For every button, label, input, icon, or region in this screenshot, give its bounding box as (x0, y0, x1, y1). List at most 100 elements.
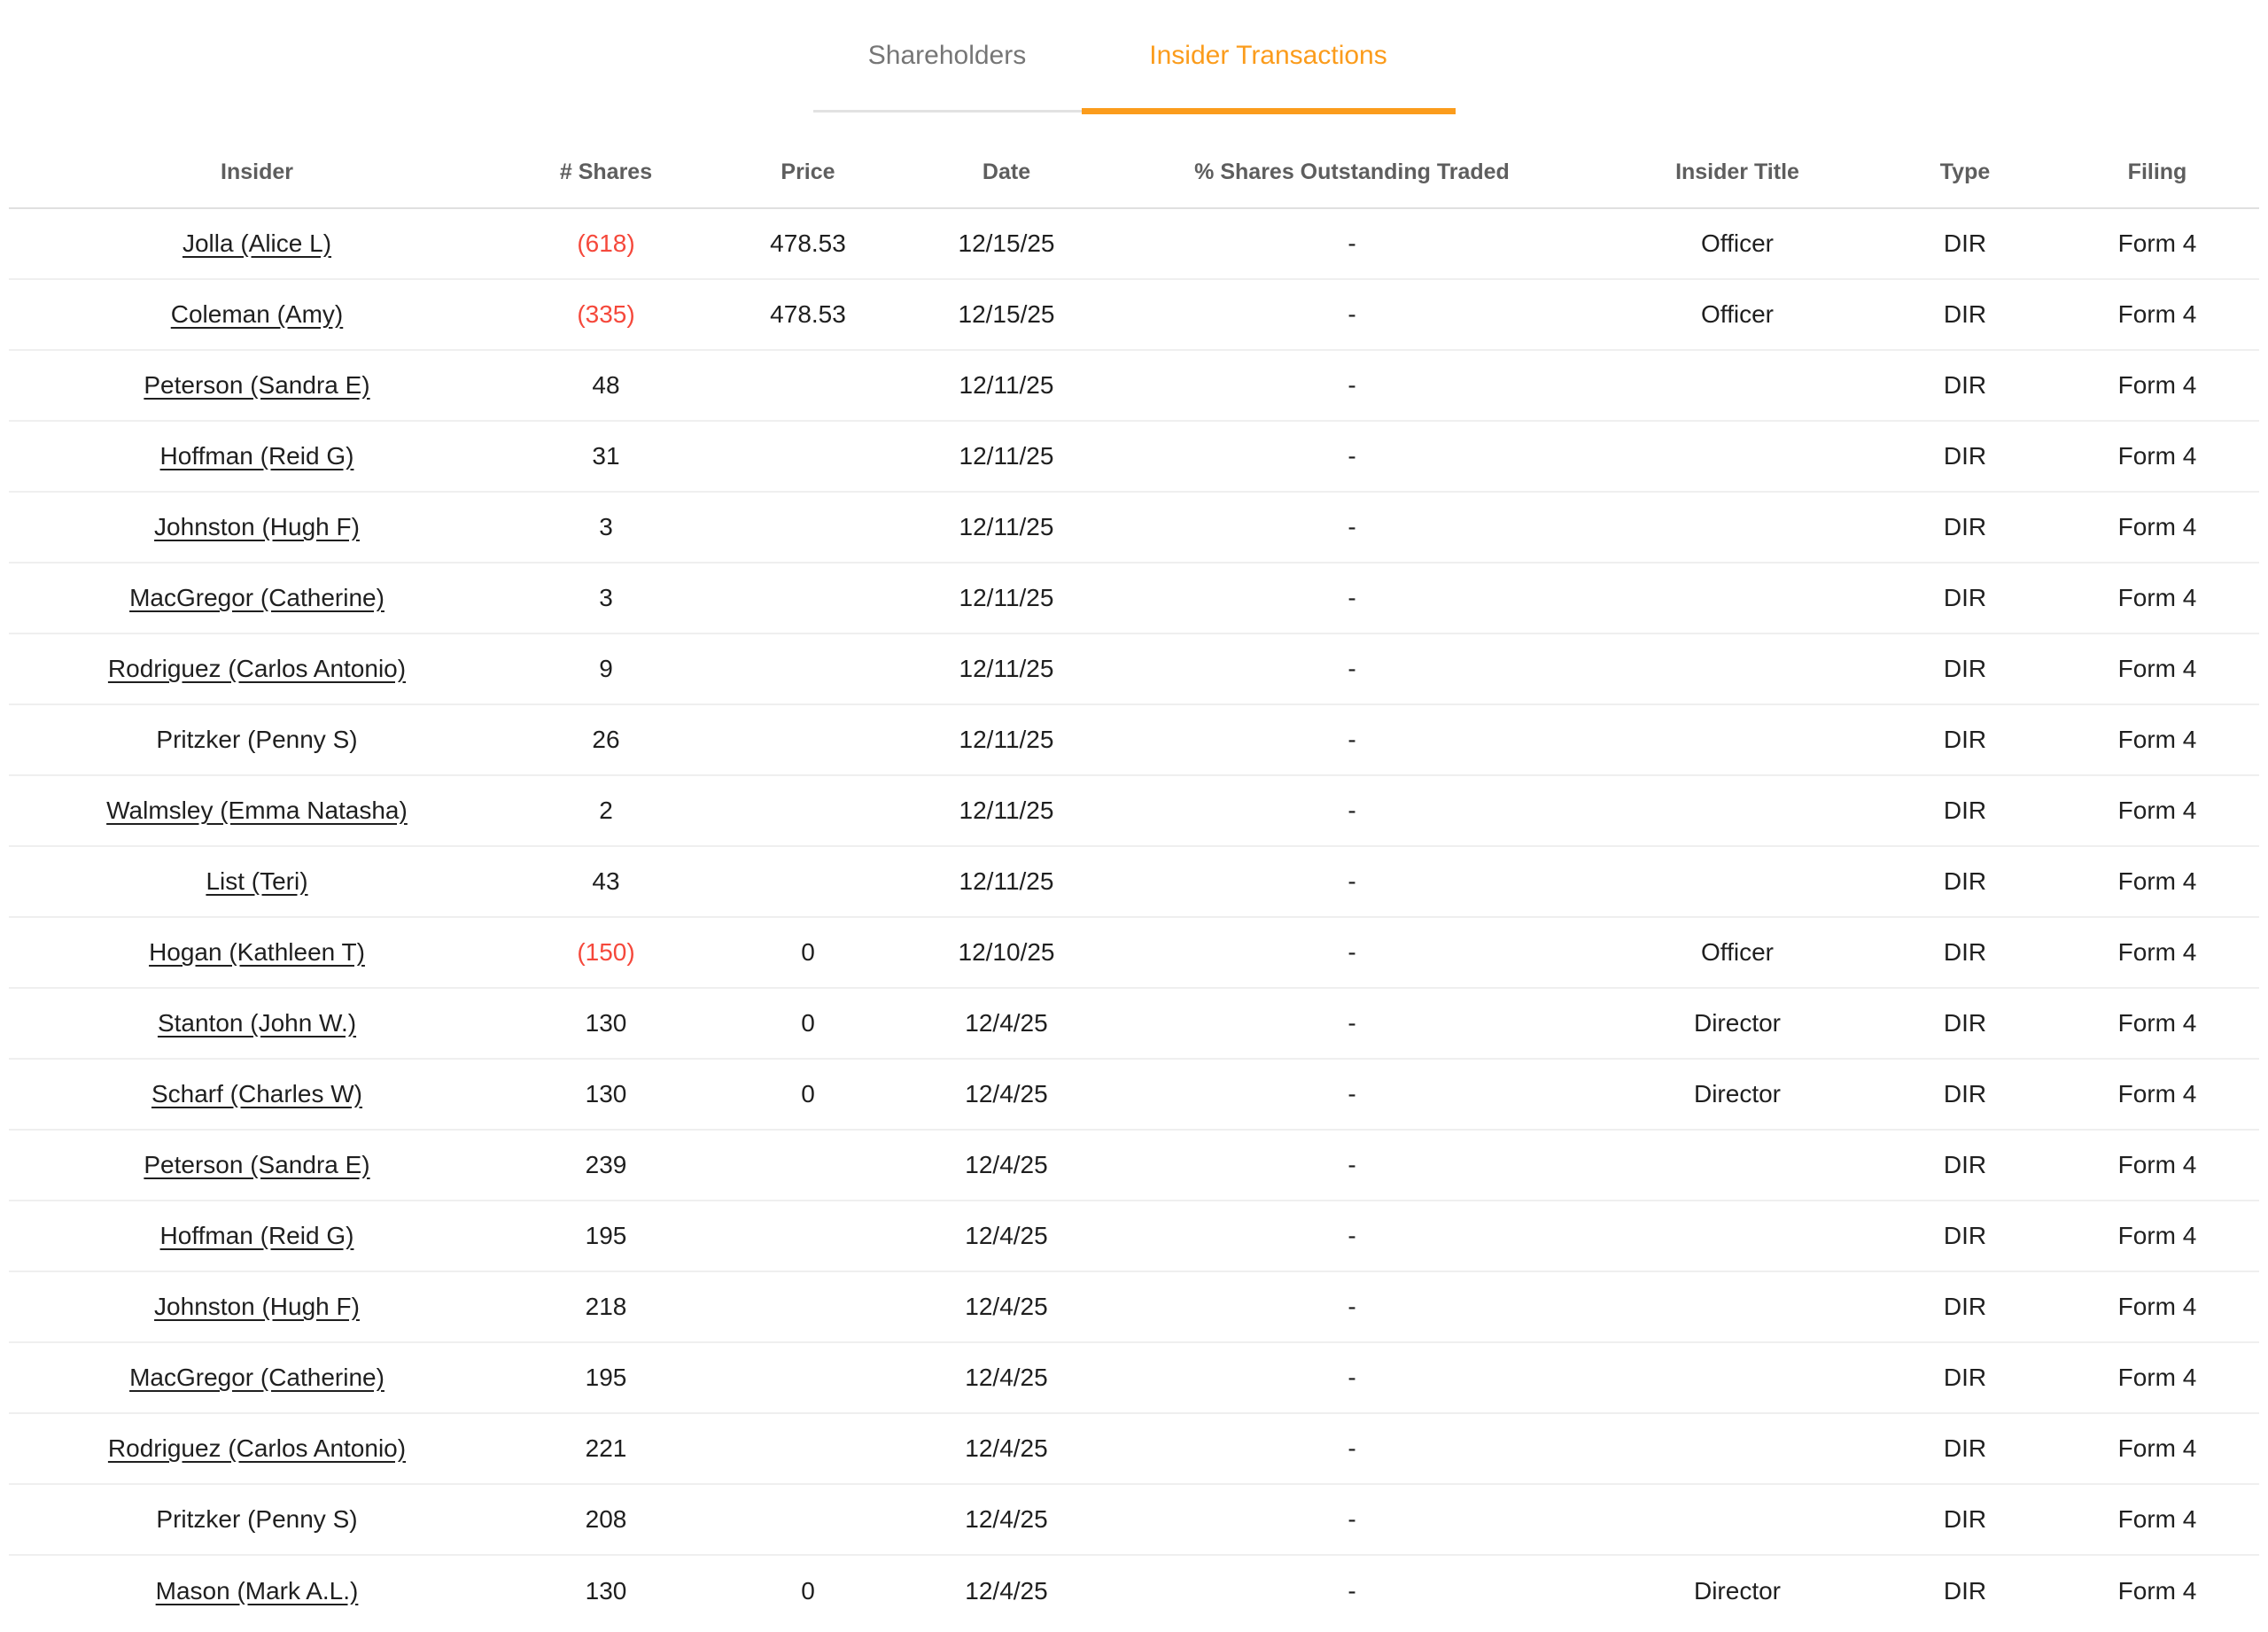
insider-link[interactable]: Johnston (Hugh F) (154, 1293, 360, 1320)
insider-link[interactable]: Peterson (Sandra E) (144, 371, 370, 399)
insider-cell: Johnston (Hugh F) (9, 492, 505, 563)
date-cell: 12/4/25 (909, 1130, 1104, 1201)
shares-cell: 26 (505, 704, 707, 776)
insider-link[interactable]: Hoffman (Reid G) (159, 442, 354, 470)
insider-link[interactable]: Rodriguez (Carlos Antonio) (107, 655, 407, 682)
insider-link[interactable]: MacGregor (Catherine) (129, 1364, 384, 1391)
price-cell (707, 1130, 909, 1201)
date-cell: 12/11/25 (909, 775, 1104, 847)
filing-cell: Form 4 (2055, 492, 2259, 563)
insider-title-cell (1600, 1484, 1875, 1556)
insider-cell: MacGregor (Catherine) (9, 1342, 505, 1414)
pct-shares-outstanding-traded-cell: - (1104, 1413, 1600, 1485)
filing-cell: Form 4 (2055, 1413, 2259, 1485)
shares-cell: 130 (505, 988, 707, 1060)
date-cell: 12/11/25 (909, 563, 1104, 634)
insider-cell: Rodriguez (Carlos Antonio) (9, 633, 505, 705)
shares-cell: 195 (505, 1342, 707, 1414)
insider-link[interactable]: Jolla (Alice L) (182, 229, 332, 257)
insider-title-cell: Officer (1600, 917, 1875, 989)
type-cell: DIR (1875, 1201, 2055, 1272)
type-cell: DIR (1875, 350, 2055, 422)
pct-shares-outstanding-traded-cell: - (1104, 1271, 1600, 1343)
table-row: List (Teri) 43 12/11/25 - DIR Form 4 (9, 846, 2259, 918)
insider-link[interactable]: Mason (Mark A.L.) (155, 1576, 359, 1605)
insider-link[interactable]: Johnston (Hugh F) (154, 513, 360, 540)
insider-title-cell (1600, 350, 1875, 422)
type-cell: DIR (1875, 633, 2055, 705)
date-cell: 12/11/25 (909, 492, 1104, 563)
insider-title-cell: Director (1600, 988, 1875, 1060)
shares-cell: (150) (505, 917, 707, 989)
price-cell (707, 563, 909, 634)
filing-cell: Form 4 (2055, 775, 2259, 847)
pct-shares-outstanding-traded-cell: - (1104, 1059, 1600, 1131)
type-cell: DIR (1875, 563, 2055, 634)
pct-shares-outstanding-traded-cell: - (1104, 917, 1600, 989)
price-cell (707, 704, 909, 776)
filing-cell: Form 4 (2117, 1576, 2197, 1605)
type-cell: DIR (1875, 917, 2055, 989)
type-cell: DIR (1943, 1576, 1987, 1605)
price-cell: 478.53 (707, 208, 909, 280)
pct-shares-outstanding-traded-cell: - (1104, 1201, 1600, 1272)
date-cell: 12/4/25 (909, 1484, 1104, 1556)
insider-link[interactable]: Peterson (Sandra E) (144, 1151, 370, 1178)
price-cell (707, 846, 909, 918)
table-row: Pritzker (Penny S) 208 12/4/25 - DIR For… (9, 1484, 2259, 1556)
type-cell: DIR (1875, 421, 2055, 493)
shares-cell: 48 (505, 350, 707, 422)
shares-cell: 208 (505, 1484, 707, 1556)
column-header-insider: Insider (9, 137, 505, 209)
type-cell: DIR (1875, 208, 2055, 280)
insider-link[interactable]: List (Teri) (206, 867, 308, 895)
date-cell: 12/11/25 (909, 846, 1104, 918)
tab-insider-transactions[interactable]: Insider Transactions (1081, 40, 1456, 114)
shares-cell: (335) (505, 279, 707, 351)
insider-cell: Coleman (Amy) (9, 279, 505, 351)
insider-link[interactable]: Coleman (Amy) (170, 300, 344, 328)
price-cell (707, 775, 909, 847)
filing-cell: Form 4 (2055, 917, 2259, 989)
table-row: Walmsley (Emma Natasha) 2 12/11/25 - DIR… (9, 775, 2259, 847)
table-row: Peterson (Sandra E) 48 12/11/25 - DIR Fo… (9, 350, 2259, 422)
tab-shareholders[interactable]: Shareholders (812, 40, 1082, 114)
table-row: Coleman (Amy) (335) 478.53 12/15/25 - Of… (9, 279, 2259, 351)
column-header-price: Price (707, 137, 909, 209)
price-cell: 0 (707, 1059, 909, 1131)
price-cell (707, 350, 909, 422)
insider-link[interactable]: Hoffman (Reid G) (159, 1222, 354, 1249)
table-row: Rodriguez (Carlos Antonio) 221 12/4/25 -… (9, 1413, 2259, 1485)
insider-link[interactable]: Walmsley (Emma Natasha) (106, 797, 408, 824)
insider-title-cell (1600, 846, 1875, 918)
column-header-date: Date (909, 137, 1104, 209)
insider-link[interactable]: Scharf (Charles W) (151, 1080, 363, 1107)
price-cell (707, 633, 909, 705)
pct-shares-outstanding-traded-cell: - (1104, 208, 1600, 280)
shares-cell: 218 (505, 1271, 707, 1343)
date-cell: 12/4/25 (909, 1201, 1104, 1272)
filing-cell: Form 4 (2055, 279, 2259, 351)
column-header-filing: Filing (2055, 137, 2259, 209)
date-cell: 12/15/25 (909, 279, 1104, 351)
table-row: Stanton (John W.) 130 0 12/4/25 - Direct… (9, 988, 2259, 1060)
filing-cell: Form 4 (2055, 350, 2259, 422)
date-cell: 12/11/25 (909, 704, 1104, 776)
table-row: Hoffman (Reid G) 195 12/4/25 - DIR Form … (9, 1201, 2259, 1272)
column-header-insider-title: Insider Title (1600, 137, 1875, 209)
date-cell: 12/4/25 (909, 1342, 1104, 1414)
insider-link[interactable]: Hogan (Kathleen T) (149, 938, 365, 966)
pct-shares-outstanding-traded-cell: - (1104, 1484, 1600, 1556)
filing-cell: Form 4 (2055, 633, 2259, 705)
insider-cell: MacGregor (Catherine) (9, 563, 505, 634)
price-cell (707, 421, 909, 493)
type-cell: DIR (1875, 846, 2055, 918)
column-header-shares: # Shares (505, 137, 707, 209)
insider-link[interactable]: MacGregor (Catherine) (129, 584, 384, 611)
pct-shares-outstanding-traded-cell: - (1104, 492, 1600, 563)
insider-transactions-table: Insider # Shares Price Date % Shares Out… (9, 137, 2259, 1626)
insider-link[interactable]: Rodriguez (Carlos Antonio) (107, 1434, 407, 1462)
shares-cell: 130 (585, 1576, 627, 1605)
type-cell: DIR (1875, 492, 2055, 563)
insider-link[interactable]: Stanton (John W.) (157, 1009, 357, 1037)
